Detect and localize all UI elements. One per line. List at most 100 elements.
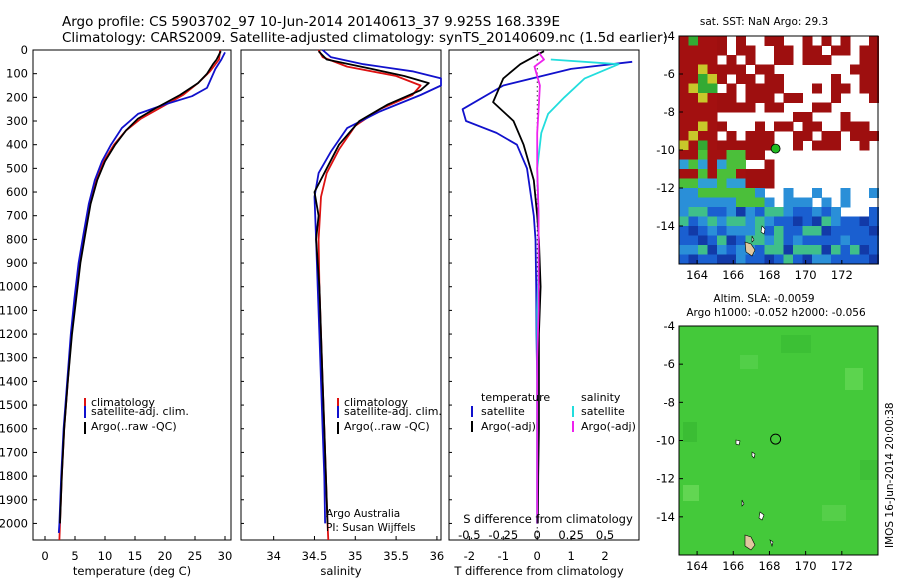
temperature-panel: 0100200300400500600700800900100011001200… xyxy=(0,43,452,578)
depth-tick-label: 400 xyxy=(6,138,28,152)
difference-series xyxy=(461,50,633,524)
sst-cell xyxy=(679,245,689,255)
sst-cell xyxy=(850,131,860,141)
sst-cell xyxy=(831,226,841,236)
x-tick-label: 1 xyxy=(567,549,574,563)
sst-cell xyxy=(745,197,756,208)
sst-cell xyxy=(755,216,765,227)
sla-patch xyxy=(860,460,878,480)
depth-tick-label: 800 xyxy=(6,232,28,246)
sst-cell xyxy=(707,254,718,265)
sst-cell xyxy=(717,254,727,265)
series-line-argo-adj xyxy=(492,50,545,524)
sst-cell xyxy=(821,226,832,236)
sst-cell xyxy=(793,131,803,141)
sst-cell xyxy=(793,207,803,217)
sst-cell xyxy=(869,207,879,217)
sst-cell xyxy=(831,207,841,217)
sst-cell xyxy=(707,140,718,151)
sst-cell xyxy=(717,178,727,189)
depth-tick-label: 1800 xyxy=(0,469,28,483)
sst-cell xyxy=(717,216,727,227)
series-line-satellite xyxy=(536,58,620,524)
sst-cell xyxy=(850,245,860,255)
series-line-argo-adj xyxy=(533,51,545,524)
sst-cell xyxy=(698,102,708,113)
s-tick-label: 0 xyxy=(534,528,541,542)
sst-cell xyxy=(679,150,689,160)
x-tick-label: 0 xyxy=(41,549,48,563)
depth-tick-label: 0 xyxy=(21,43,28,57)
sst-cell xyxy=(726,245,737,255)
pi-text: PI: Susan Wijffels xyxy=(326,522,416,534)
sst-cell xyxy=(859,45,870,56)
sst-cell xyxy=(755,226,765,236)
sst-cell xyxy=(764,216,775,227)
sst-cell xyxy=(679,188,689,198)
sst-cell xyxy=(821,235,832,246)
sst-cell xyxy=(840,36,851,46)
sst-cell xyxy=(745,188,756,198)
sst-cell xyxy=(840,197,851,208)
sst-cell xyxy=(688,216,699,227)
sst-cell xyxy=(726,235,737,246)
sst-cell xyxy=(707,74,718,84)
sst-cell xyxy=(698,121,708,132)
sst-cell xyxy=(783,188,794,198)
sst-cell xyxy=(688,197,699,208)
sst-cell xyxy=(736,74,746,84)
sst-cell xyxy=(764,83,775,94)
sst-cell xyxy=(821,102,832,113)
sst-cell xyxy=(698,254,708,265)
t-difference-xlabel: T difference from climatology xyxy=(453,564,624,578)
sst-cell xyxy=(802,254,813,265)
sst-cell xyxy=(774,45,784,56)
sst-cell xyxy=(745,93,756,103)
sst-cell xyxy=(755,140,765,151)
sst-cell xyxy=(783,93,794,103)
sst-cell xyxy=(764,235,775,246)
sst-cell xyxy=(707,188,718,198)
sst-cell xyxy=(707,235,718,246)
sst-cell xyxy=(717,226,727,236)
legend-climatology: climatology xyxy=(344,396,408,409)
sst-cell xyxy=(698,235,708,246)
series-line-argo-raw-qc xyxy=(313,50,430,524)
sst-cell xyxy=(764,140,775,151)
sst-cell xyxy=(764,102,775,113)
sst-cell xyxy=(736,254,746,265)
sst-cell xyxy=(688,254,699,265)
depth-axis: 0 100 200 300 400 500 600 700 800 900 1000 1100 1200… xyxy=(0,43,452,530)
sst-cell xyxy=(812,121,822,132)
sst-cell xyxy=(850,64,860,75)
sst-cell xyxy=(764,159,775,170)
sst-cell xyxy=(869,74,879,84)
s-difference-xlabel: S difference from climatology xyxy=(463,512,633,526)
t-difference-axis: -2 -1 0 1 2 xyxy=(464,536,609,563)
sst-cell xyxy=(850,216,860,227)
sst-cell xyxy=(736,140,746,151)
sst-cell xyxy=(707,169,718,179)
x-tick-label: 10 xyxy=(98,549,113,563)
sst-cell xyxy=(783,207,794,217)
series-line-argo-raw-qc xyxy=(59,50,222,524)
sst-islands xyxy=(744,225,766,257)
sla-patch xyxy=(822,505,846,521)
series-line-climatology xyxy=(58,49,222,541)
sst-cell xyxy=(745,235,756,246)
altimetry-anomalies xyxy=(683,335,878,521)
sst-cell xyxy=(679,131,689,141)
sst-cell xyxy=(869,216,879,227)
x-tick-label: 34 xyxy=(266,549,281,563)
sst-cell xyxy=(679,178,689,189)
sst-cell xyxy=(726,150,737,160)
sst-cell xyxy=(679,112,689,122)
sst-cell xyxy=(698,64,708,75)
legend-s-satellite: satellite xyxy=(581,405,625,418)
sst-cell xyxy=(840,226,851,236)
x-tick-label: 35 xyxy=(348,549,363,563)
sst-cell xyxy=(707,216,718,227)
latitude-label: -8 xyxy=(664,395,675,409)
sst-cell xyxy=(802,226,813,236)
sst-cell xyxy=(726,197,737,208)
